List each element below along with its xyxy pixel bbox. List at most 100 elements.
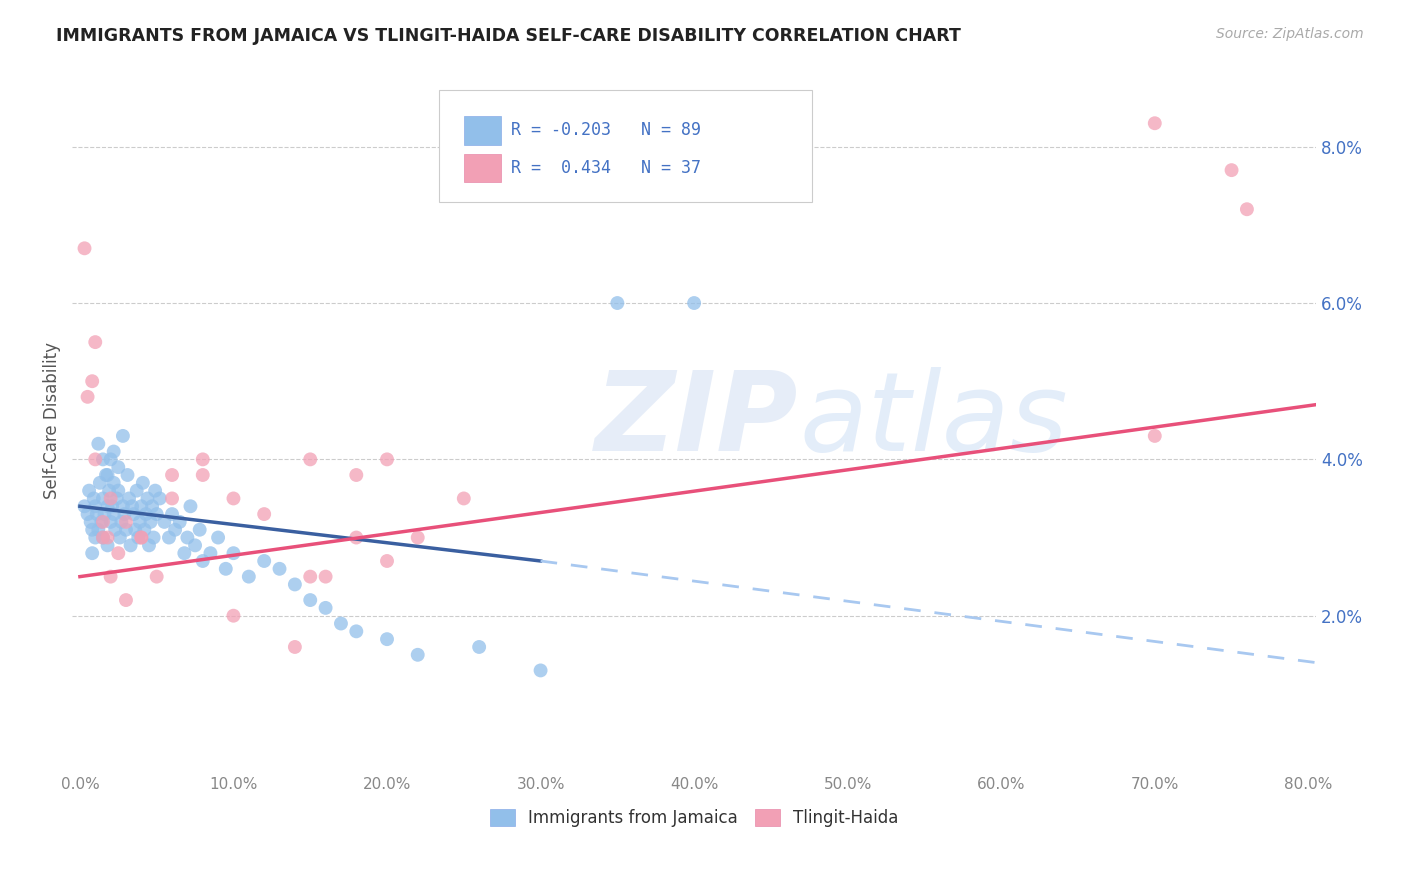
Point: [222, 608, 245, 623]
Point: [87, 436, 110, 450]
Point: [269, 562, 291, 576]
Point: [191, 554, 214, 568]
Point: [188, 523, 211, 537]
Point: [115, 515, 138, 529]
Point: [127, 531, 149, 545]
Point: [82, 523, 104, 537]
Point: [96, 538, 118, 552]
Point: [153, 515, 176, 529]
Point: [529, 664, 551, 678]
Point: [131, 531, 153, 545]
Point: [79, 515, 101, 529]
Point: [299, 593, 322, 607]
Point: [253, 507, 276, 521]
Point: [315, 569, 337, 583]
Point: [93, 507, 115, 521]
Point: [110, 515, 132, 529]
Point: [115, 523, 138, 537]
Point: [160, 507, 183, 521]
Point: [132, 475, 155, 490]
Point: [117, 468, 139, 483]
Point: [94, 468, 117, 483]
Point: [344, 531, 367, 545]
Point: [453, 491, 475, 506]
Point: [135, 507, 157, 521]
Point: [142, 531, 165, 545]
Point: [191, 468, 214, 483]
Point: [87, 523, 110, 537]
Point: [107, 483, 129, 498]
Point: [98, 483, 121, 498]
Point: [215, 562, 238, 576]
Point: [406, 531, 429, 545]
Point: [406, 648, 429, 662]
Point: [344, 468, 367, 483]
Point: [124, 523, 146, 537]
Text: R = -0.203   N = 89: R = -0.203 N = 89: [512, 121, 702, 139]
Point: [100, 452, 122, 467]
Point: [141, 500, 163, 514]
Point: [1236, 202, 1258, 217]
Point: [118, 491, 141, 506]
Point: [82, 374, 104, 388]
Point: [344, 624, 367, 639]
Point: [191, 452, 214, 467]
Point: [176, 531, 198, 545]
Point: [128, 515, 150, 529]
Point: [108, 531, 131, 545]
Point: [90, 515, 112, 529]
Point: [84, 452, 107, 467]
Point: [200, 546, 222, 560]
Point: [103, 444, 125, 458]
Text: IMMIGRANTS FROM JAMAICA VS TLINGIT-HAIDA SELF-CARE DISABILITY CORRELATION CHART: IMMIGRANTS FROM JAMAICA VS TLINGIT-HAIDA…: [56, 27, 962, 45]
Point: [91, 491, 114, 506]
Point: [82, 546, 104, 560]
Point: [125, 483, 148, 498]
Point: [375, 452, 398, 467]
Point: [139, 515, 162, 529]
Point: [77, 483, 100, 498]
Point: [107, 546, 129, 560]
Point: [1143, 429, 1166, 443]
FancyBboxPatch shape: [464, 154, 502, 183]
Point: [683, 296, 706, 310]
Point: [107, 460, 129, 475]
Point: [100, 491, 122, 506]
Point: [122, 507, 145, 521]
Point: [73, 500, 96, 514]
Point: [157, 531, 180, 545]
Point: [284, 640, 307, 654]
FancyBboxPatch shape: [464, 116, 502, 145]
Point: [1143, 116, 1166, 130]
Point: [115, 593, 138, 607]
Point: [114, 507, 136, 521]
Point: [149, 491, 172, 506]
Point: [105, 491, 128, 506]
Point: [96, 500, 118, 514]
Point: [238, 569, 260, 583]
Point: [165, 523, 187, 537]
Point: [138, 538, 160, 552]
Point: [96, 531, 118, 545]
Point: [121, 500, 143, 514]
Point: [606, 296, 628, 310]
Point: [136, 491, 159, 506]
Point: [111, 429, 134, 443]
Point: [84, 531, 107, 545]
Y-axis label: Self-Care Disability: Self-Care Disability: [44, 342, 60, 499]
FancyBboxPatch shape: [439, 89, 813, 202]
Point: [91, 531, 114, 545]
Text: atlas: atlas: [800, 367, 1069, 474]
Point: [83, 491, 105, 506]
Point: [468, 640, 491, 654]
Point: [173, 546, 195, 560]
Point: [1220, 163, 1243, 178]
Point: [100, 515, 122, 529]
Point: [160, 491, 183, 506]
Point: [184, 538, 207, 552]
Point: [315, 600, 337, 615]
Point: [76, 390, 98, 404]
Point: [131, 500, 153, 514]
Point: [329, 616, 352, 631]
Point: [375, 632, 398, 647]
